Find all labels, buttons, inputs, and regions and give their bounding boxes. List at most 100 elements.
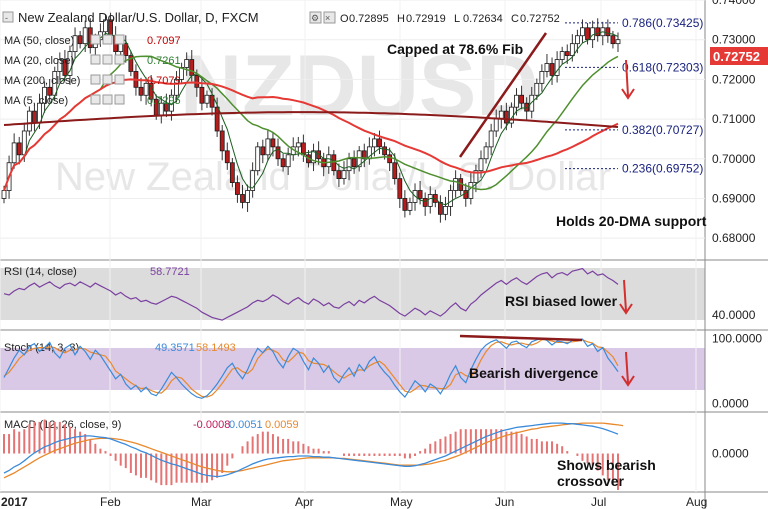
- candle-body: [473, 170, 479, 183]
- settings-button[interactable]: [309, 11, 322, 24]
- settings-icon: ⚙: [311, 13, 319, 23]
- legend-label: MA (20, close): [4, 55, 74, 67]
- macd-value: 0.0059: [265, 419, 299, 431]
- price-tick-label: 0.69000: [712, 191, 756, 205]
- rsi-tick-label: 40.0000: [712, 308, 756, 322]
- candle-body: [62, 59, 68, 76]
- collapse-button[interactable]: [2, 11, 14, 23]
- legend-value: 0.7295: [147, 95, 181, 107]
- price-tick-label: 0.70000: [712, 152, 756, 166]
- candle-body: [488, 130, 494, 148]
- candle-body: [407, 202, 413, 211]
- candle-body: [585, 27, 590, 41]
- candle-body: [67, 51, 73, 76]
- annotation-macd-line1: Shows bearish: [557, 457, 656, 473]
- candle-body: [453, 178, 459, 191]
- candle-body: [1, 190, 7, 199]
- candle-body: [224, 150, 230, 164]
- macd-value: 0.0051: [229, 419, 263, 431]
- candle-body: [615, 39, 621, 45]
- candle-body: [341, 170, 347, 180]
- candle-body: [402, 198, 408, 211]
- ma200-line: [3, 111, 619, 128]
- candle-body: [468, 182, 474, 199]
- legend-value: 0.7097: [147, 35, 181, 47]
- candle-body: [575, 35, 580, 45]
- candle-body: [295, 142, 301, 148]
- candle-body: [16, 142, 22, 156]
- rsi-layer: RSI (14, close) 58.7721: [3, 266, 619, 321]
- ma-legend: MA (50, close) 0.7097 MA (20, close) 0.7261…: [4, 34, 181, 107]
- legend-label: MA (5, close): [4, 95, 68, 107]
- candle-body: [610, 35, 616, 45]
- time-tick-label: Jul: [591, 495, 606, 509]
- price-tick-label: 0.68000: [712, 231, 756, 245]
- stoch-layer: Stoch (14, 3, 3) 49.3571 58.1493: [3, 337, 619, 399]
- candle-body: [123, 43, 129, 56]
- legend-settings-icon: [90, 74, 101, 85]
- candle-body: [311, 150, 316, 164]
- moving-averages-layer: [3, 31, 619, 206]
- candle-body: [483, 146, 489, 160]
- price-tick-label: 0.73000: [712, 33, 756, 47]
- candle-body: [539, 71, 545, 84]
- ma50-line: [3, 78, 619, 191]
- fib-level-label: 0.786(0.73425): [622, 16, 703, 30]
- stoch-band: [0, 348, 705, 390]
- candle-body: [336, 170, 342, 180]
- candle-body: [229, 162, 235, 183]
- candle-body: [377, 138, 382, 148]
- candle-body: [138, 86, 144, 96]
- fib-level-label: 0.236(0.69752): [622, 162, 703, 176]
- candle-body: [595, 27, 601, 37]
- candle-body: [275, 146, 281, 160]
- candle-body: [387, 154, 393, 164]
- candle-body: [564, 51, 570, 56]
- candle-body: [493, 118, 499, 132]
- candle-body: [356, 150, 362, 168]
- price-tick-label: 0.71000: [712, 112, 756, 126]
- candle-body: [351, 158, 357, 168]
- legend-settings-icon: [90, 54, 101, 65]
- annotation-capped: Capped at 78.6% Fib: [387, 41, 523, 57]
- legend-label: MA (200, close): [4, 75, 80, 87]
- legend-hide-icon: [102, 54, 113, 65]
- candle-body: [118, 43, 124, 52]
- legend-label: MA (50, close): [4, 35, 74, 47]
- time-tick-label: Apr: [295, 495, 314, 509]
- candle-body: [42, 86, 47, 104]
- candle-body: [57, 59, 63, 72]
- stoch-tick-label: 100.0000: [712, 332, 762, 346]
- hide-button[interactable]: [323, 11, 336, 24]
- candle-body: [580, 27, 585, 37]
- candle-body: [77, 35, 83, 45]
- legend-hide-icon: [102, 94, 113, 105]
- stoch-k-value: 49.3571: [155, 342, 195, 354]
- candle-body: [372, 138, 377, 148]
- rsi-title: RSI (14, close): [4, 266, 77, 278]
- macd-title: MACD (12, 26, close, 9): [4, 419, 121, 431]
- legend-value: 0.7261: [147, 55, 181, 67]
- candle-body: [448, 190, 453, 207]
- fib-level-label: 0.382(0.70727): [622, 123, 703, 137]
- macd-tick-label: 0.0000: [712, 447, 749, 461]
- candle-body: [280, 158, 286, 168]
- last-price-label: 0.72752: [713, 49, 760, 64]
- candle-body: [174, 78, 179, 96]
- ohlc-label: C: [511, 13, 519, 25]
- candle-body: [519, 94, 524, 104]
- ohlc-label: H: [397, 13, 405, 25]
- stoch-d-line: [3, 339, 619, 398]
- candle-body: [569, 43, 575, 56]
- rsi-line: [3, 267, 619, 321]
- legend-settings-icon: [90, 94, 101, 105]
- legend-more-icon: [114, 34, 125, 45]
- annotation-holds: Holds 20-DMA support: [556, 213, 707, 229]
- annotation-rsi: RSI biased lower: [505, 293, 618, 309]
- candle-body: [72, 35, 78, 52]
- candle-body: [605, 27, 611, 37]
- time-tick-label: Aug: [686, 495, 707, 509]
